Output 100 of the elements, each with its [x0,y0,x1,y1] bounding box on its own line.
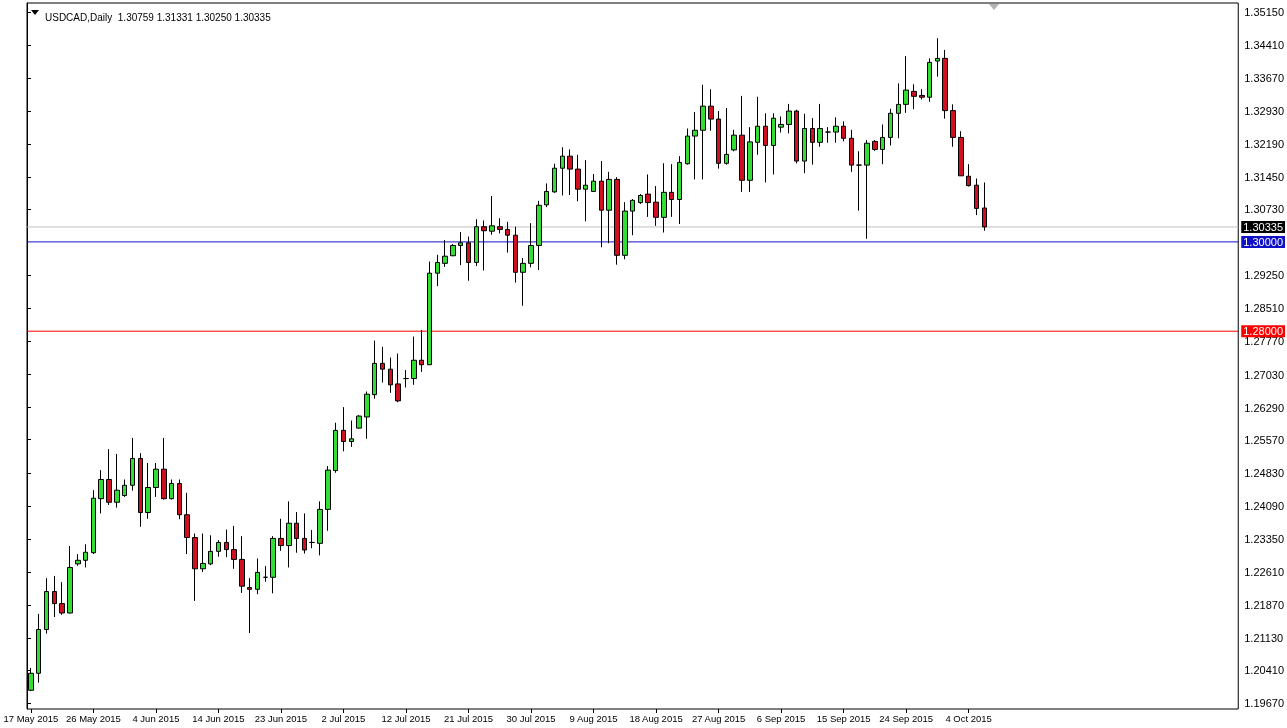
y-tick-label: 1.32190 [1244,138,1284,151]
candlestick [356,414,362,430]
y-tick-label: 1.31450 [1244,171,1284,184]
candlestick [685,127,690,166]
candlestick [497,217,503,234]
candlestick [98,469,104,514]
y-tick-label: 1.34410 [1244,38,1284,51]
candlestick [591,173,596,193]
candlestick [771,112,776,175]
candlestick [114,453,120,509]
candlestick [622,201,628,260]
candlestick [544,182,549,208]
candlestick [708,88,714,132]
candlestick [583,159,588,222]
candlestick [599,160,604,248]
candlestick [263,565,268,583]
x-tick-label: 4 Jun 2015 [132,712,180,724]
candlestick [669,163,674,218]
candlestick [880,123,885,165]
candlestick [489,195,495,236]
candlestick [942,49,948,120]
candlestick [614,176,620,266]
candlestick [817,103,823,148]
candlestick [606,171,612,244]
candlestick [395,353,401,403]
candlestick [950,103,956,148]
candlestick [716,110,721,170]
x-tick-label: 9 Aug 2015 [569,712,618,724]
candlestick [364,391,370,440]
candlestick [177,478,182,520]
candlestick [888,108,893,146]
candlestick [333,422,338,474]
candlestick [161,437,167,501]
candlestick [653,185,659,227]
candlestick [153,462,159,498]
candlestick [528,222,534,268]
candlestick [247,577,252,634]
candlestick [349,420,354,448]
ref-line-label: 1.30335 [1243,220,1283,233]
candlestick [560,146,565,196]
candlestick [294,511,299,554]
candlestick [450,243,456,257]
candlestick [302,512,307,555]
y-tick-label: 1.32930 [1244,105,1284,118]
candlestick [575,154,581,202]
candlestick [763,112,768,184]
candlestick [739,95,745,193]
candlestick [700,84,706,180]
candlestick [200,533,206,573]
candlestick [755,96,760,156]
y-tick-label: 1.19670 [1244,697,1284,710]
candlestick [341,406,346,452]
candlestick [958,130,964,177]
candlestick [974,178,979,216]
candlestick [911,83,917,110]
y-tick-label: 1.27030 [1244,368,1284,381]
y-tick-label: 1.35150 [1244,5,1284,18]
candlestick [677,155,682,225]
candlestick [778,115,784,133]
candlestick [67,545,73,614]
y-tick-label: 1.24090 [1244,499,1284,512]
candlestick [239,535,245,594]
candlestick [145,462,151,520]
text: USDCAD,Daily 1.30759 1.31331 1.30250 1.30335 [45,11,272,23]
y-tick-label: 1.29250 [1244,269,1284,282]
candlestick [935,37,940,78]
candlestick [872,139,878,152]
candlestick [208,534,213,566]
candlestick [325,465,331,532]
candlestick [513,226,518,284]
x-tick-label: 2 Jul 2015 [321,712,366,724]
candlestick [427,261,432,366]
ref-line-label: 1.28000 [1243,325,1283,338]
candlestick [380,346,385,384]
y-tick-label: 1.26290 [1244,401,1284,414]
candlestick [896,82,901,139]
candlestick [419,329,424,373]
candlestick [927,57,932,103]
y-tick-label: 1.33670 [1244,72,1284,85]
candlestick [192,533,198,602]
candlestick [184,492,190,555]
x-tick-label: 15 Sep 2015 [816,712,871,724]
candlestick [692,111,698,180]
candlestick [919,88,925,100]
candlestick [794,109,799,164]
candlestick [474,218,479,267]
candlestick [403,369,409,388]
candlestick [810,117,815,166]
candlestick [36,613,41,684]
candlestick [278,518,284,552]
y-tick-label: 1.27770 [1244,335,1284,348]
candlestick [849,129,854,173]
candlestick [802,113,807,174]
candlestick [75,553,81,567]
x-tick-label: 24 Sep 2015 [879,712,934,724]
candlestick [966,163,971,188]
candlestick [833,116,839,144]
candlestick [724,107,729,166]
x-tick-label: 26 May 2015 [65,712,121,724]
candlestick [372,340,377,400]
